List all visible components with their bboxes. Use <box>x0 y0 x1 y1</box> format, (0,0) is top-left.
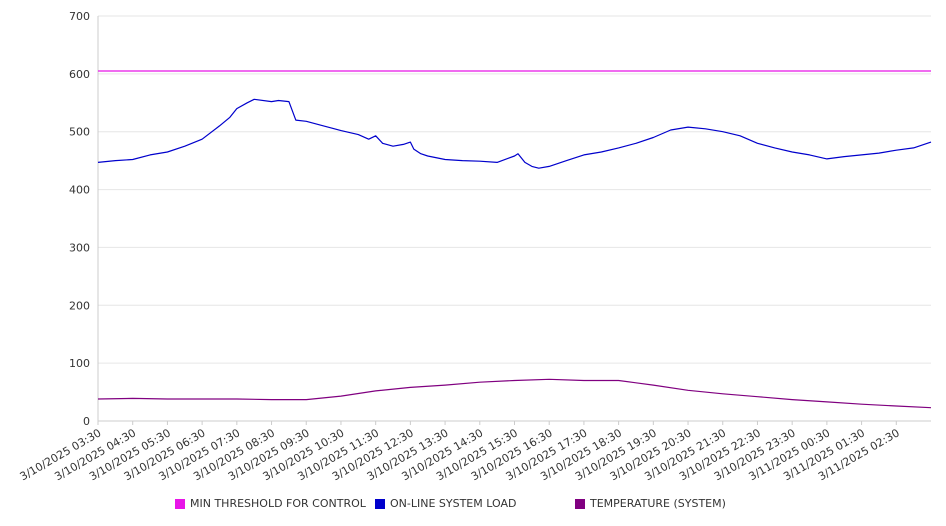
legend-swatch-temperature <box>575 498 585 509</box>
legend-label-min-threshold: MIN THRESHOLD FOR CONTROL <box>190 497 366 510</box>
series-line-temperature-system <box>97 378 932 409</box>
grid-lines <box>98 15 931 364</box>
y-axis-tick-labels: 0 100 200 300 400 500 600 700 <box>69 10 90 428</box>
y-tick-label-300: 300 <box>69 241 90 254</box>
legend: MIN THRESHOLD FOR CONTROL ON-LINE SYSTEM… <box>0 497 946 515</box>
series-line-on-line-system-load <box>97 98 932 169</box>
legend-item-system-load[interactable]: ON-LINE SYSTEM LOAD <box>375 497 516 510</box>
y-tick-label-600: 600 <box>69 68 90 81</box>
x-axis-tick-labels: 3/10/2025 03:303/10/2025 04:303/10/2025 … <box>18 426 902 483</box>
line-chart: 0 100 200 300 400 500 600 700 3/10/2025 03:303/… <box>18 10 932 483</box>
y-tick-label-400: 400 <box>69 184 90 197</box>
legend-item-temperature[interactable]: TEMPERATURE (SYSTEM) <box>575 497 726 510</box>
legend-swatch-system-load <box>375 498 385 509</box>
y-tick-label-100: 100 <box>69 357 90 370</box>
legend-item-min-threshold[interactable]: MIN THRESHOLD FOR CONTROL <box>175 497 366 510</box>
legend-label-system-load: ON-LINE SYSTEM LOAD <box>390 497 517 510</box>
y-tick-label-0: 0 <box>83 415 90 428</box>
legend-label-temperature: TEMPERATURE (SYSTEM) <box>590 497 726 510</box>
legend-swatch-min-threshold <box>175 498 185 509</box>
axes <box>97 16 931 425</box>
y-tick-label-500: 500 <box>69 126 90 139</box>
y-tick-label-700: 700 <box>69 10 90 23</box>
y-tick-label-200: 200 <box>69 299 90 312</box>
series-lines <box>97 70 932 409</box>
